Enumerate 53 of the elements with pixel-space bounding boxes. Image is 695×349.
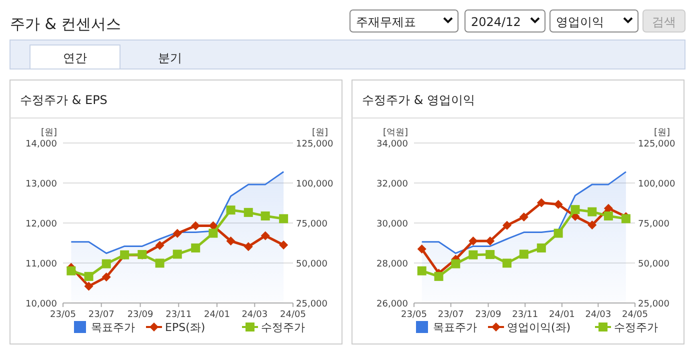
- y-tick-label: 13,000: [26, 180, 58, 190]
- x-tick-label: 24/03: [242, 310, 268, 320]
- y-tick-label: 12,000: [26, 220, 58, 230]
- y-tick-label: 26,000: [376, 300, 408, 310]
- text: 주재무제표: [356, 15, 416, 29]
- y-tick-label: 32,000: [376, 180, 408, 190]
- x-tick-label: 24/01: [548, 310, 575, 320]
- text: 주가 & 컨센서스: [10, 15, 122, 33]
- chart-title: 수정주가 & EPS: [20, 93, 108, 107]
- legend-label: 수정주가: [261, 321, 305, 334]
- x-tick-label: 23/07: [88, 310, 114, 320]
- x-tick-label: 23/09: [127, 310, 154, 320]
- text: 영업이익: [556, 15, 604, 29]
- x-tick-label: 23/05: [50, 310, 76, 320]
- y-axis-title: [억원]: [382, 128, 408, 138]
- y2-tick-label: 125,000: [296, 140, 334, 150]
- y2-tick-label: 50,000: [638, 260, 670, 270]
- x-tick-label: 24/05: [280, 310, 306, 320]
- x-tick-label: 23/07: [438, 310, 464, 320]
- x-tick-label: 23/09: [475, 310, 502, 320]
- y-tick-label: 10,000: [26, 300, 58, 310]
- y2-tick-label: 75,000: [296, 220, 328, 230]
- y2-axis-title: [원]: [654, 128, 670, 138]
- y-tick-label: 30,000: [376, 220, 408, 230]
- y-tick-label: 28,000: [376, 260, 408, 270]
- y2-tick-label: 25,000: [638, 300, 670, 310]
- y2-tick-label: 50,000: [296, 260, 328, 270]
- legend-label: 수정주가: [614, 321, 658, 334]
- y2-tick-label: 100,000: [296, 180, 334, 190]
- text: 검색: [652, 15, 676, 29]
- y2-tick-label: 100,000: [638, 180, 676, 190]
- y-tick-label: 34,000: [376, 140, 408, 150]
- x-tick-label: 23/11: [166, 310, 192, 320]
- text: 2024/12: [471, 15, 521, 29]
- legend-label: 목표주가: [433, 321, 477, 334]
- y-tick-label: 14,000: [26, 140, 58, 150]
- y2-tick-label: 75,000: [638, 220, 670, 230]
- x-tick-label: 23/05: [401, 310, 427, 320]
- legend-label: 목표주가: [91, 321, 135, 334]
- x-tick-label: 24/01: [204, 310, 230, 320]
- chart-title: 수정주가 & 영업이익: [362, 93, 475, 107]
- x-tick-label: 23/11: [512, 310, 538, 320]
- text: 분기: [158, 51, 182, 65]
- y-axis-title: [원]: [40, 128, 57, 138]
- x-tick-label: 24/03: [585, 310, 612, 320]
- y2-tick-label: 25,000: [296, 300, 328, 310]
- text: 연간: [63, 51, 87, 65]
- legend-label: EPS(좌): [165, 321, 206, 334]
- y2-axis-title: [원]: [312, 128, 328, 138]
- y-tick-label: 11,000: [26, 260, 58, 270]
- x-tick-label: 24/05: [622, 310, 648, 320]
- y2-tick-label: 125,000: [638, 140, 676, 150]
- legend-label: 영업이익(좌): [507, 321, 571, 334]
